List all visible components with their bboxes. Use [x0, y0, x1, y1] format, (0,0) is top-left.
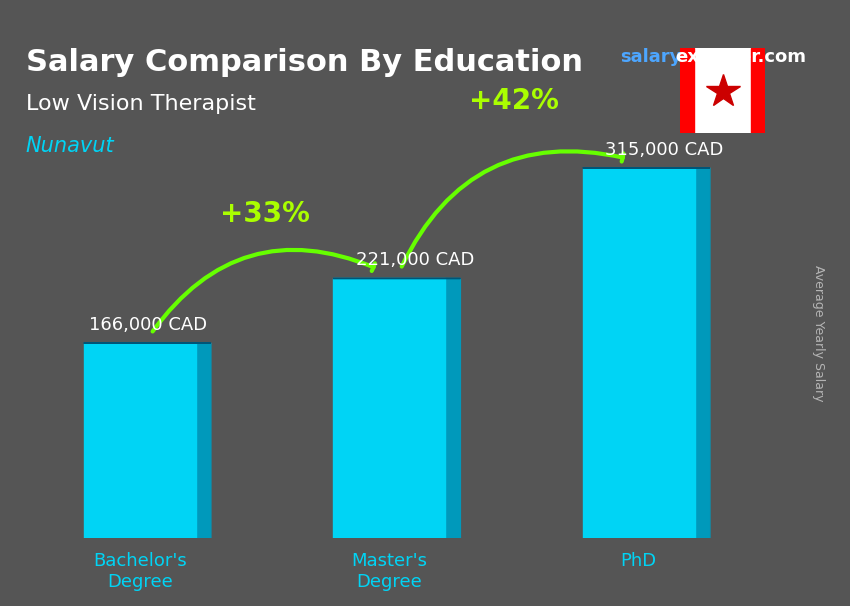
Text: 221,000 CAD: 221,000 CAD [355, 251, 474, 269]
Bar [333, 279, 445, 538]
Text: Low Vision Therapist: Low Vision Therapist [26, 94, 255, 114]
Bar [751, 48, 765, 133]
Bar [83, 343, 196, 538]
Text: 166,000 CAD: 166,000 CAD [89, 316, 207, 334]
Bar [582, 168, 695, 538]
Polygon shape [196, 343, 211, 538]
Bar [694, 48, 751, 133]
Text: +33%: +33% [219, 199, 309, 227]
Bar [680, 48, 694, 133]
Text: Average Yearly Salary: Average Yearly Salary [812, 265, 824, 402]
Text: explorer.com: explorer.com [676, 48, 807, 67]
Polygon shape [445, 279, 461, 538]
Text: 315,000 CAD: 315,000 CAD [605, 141, 723, 159]
Text: Salary Comparison By Education: Salary Comparison By Education [26, 48, 582, 78]
Text: Nunavut: Nunavut [26, 136, 114, 156]
Polygon shape [695, 168, 710, 538]
Text: +42%: +42% [469, 87, 559, 115]
Text: salary: salary [620, 48, 682, 67]
